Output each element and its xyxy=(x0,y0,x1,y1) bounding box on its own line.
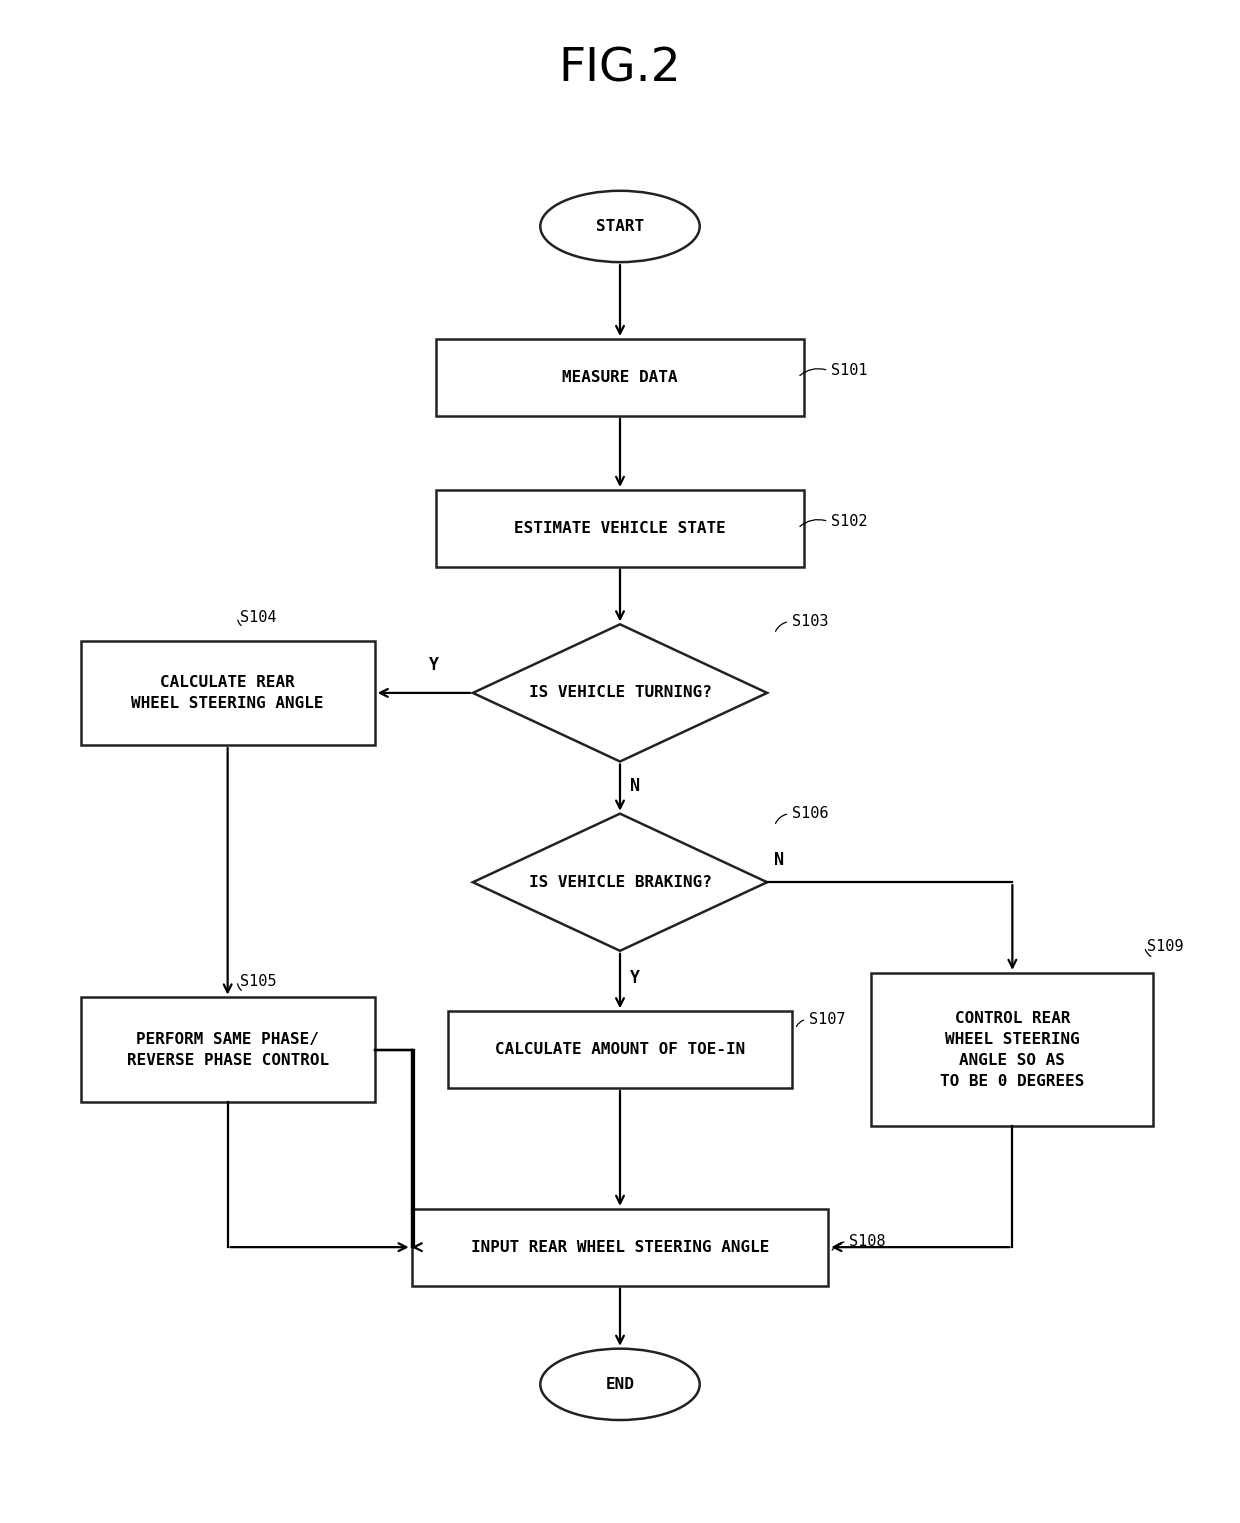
Text: S108: S108 xyxy=(849,1234,885,1249)
Text: N: N xyxy=(775,850,785,868)
Text: N: N xyxy=(630,777,640,795)
Bar xyxy=(449,1011,791,1087)
Bar xyxy=(81,641,374,745)
Bar xyxy=(412,1209,828,1285)
Text: ESTIMATE VEHICLE STATE: ESTIMATE VEHICLE STATE xyxy=(515,521,725,536)
Text: CALCULATE REAR
WHEEL STEERING ANGLE: CALCULATE REAR WHEEL STEERING ANGLE xyxy=(131,675,324,711)
Text: MEASURE DATA: MEASURE DATA xyxy=(562,370,678,385)
Text: S109: S109 xyxy=(1147,940,1184,955)
Text: CALCULATE AMOUNT OF TOE-IN: CALCULATE AMOUNT OF TOE-IN xyxy=(495,1042,745,1057)
Text: INPUT REAR WHEEL STEERING ANGLE: INPUT REAR WHEEL STEERING ANGLE xyxy=(471,1240,769,1255)
Text: IS VEHICLE TURNING?: IS VEHICLE TURNING? xyxy=(528,685,712,701)
Text: Y: Y xyxy=(429,656,439,673)
Text: Y: Y xyxy=(630,969,640,987)
Text: START: START xyxy=(596,219,644,235)
Text: IS VEHICLE BRAKING?: IS VEHICLE BRAKING? xyxy=(528,874,712,889)
Bar xyxy=(436,490,804,567)
Ellipse shape xyxy=(541,1349,699,1419)
Polygon shape xyxy=(472,624,768,762)
Text: S106: S106 xyxy=(791,806,828,821)
Ellipse shape xyxy=(541,190,699,262)
Text: S101: S101 xyxy=(831,362,868,378)
Text: FIG.2: FIG.2 xyxy=(559,46,681,91)
Text: CONTROL REAR
WHEEL STEERING
ANGLE SO AS
TO BE 0 DEGREES: CONTROL REAR WHEEL STEERING ANGLE SO AS … xyxy=(940,1011,1085,1089)
Bar xyxy=(81,998,374,1101)
Bar xyxy=(436,340,804,416)
Text: PERFORM SAME PHASE/
REVERSE PHASE CONTROL: PERFORM SAME PHASE/ REVERSE PHASE CONTRO… xyxy=(126,1031,329,1068)
Text: S105: S105 xyxy=(239,973,277,988)
Text: S107: S107 xyxy=(808,1011,846,1027)
Bar xyxy=(872,973,1153,1127)
Text: END: END xyxy=(605,1377,635,1392)
Polygon shape xyxy=(472,813,768,950)
Text: S102: S102 xyxy=(831,513,868,528)
Text: S103: S103 xyxy=(791,614,828,629)
Text: S104: S104 xyxy=(239,609,277,624)
